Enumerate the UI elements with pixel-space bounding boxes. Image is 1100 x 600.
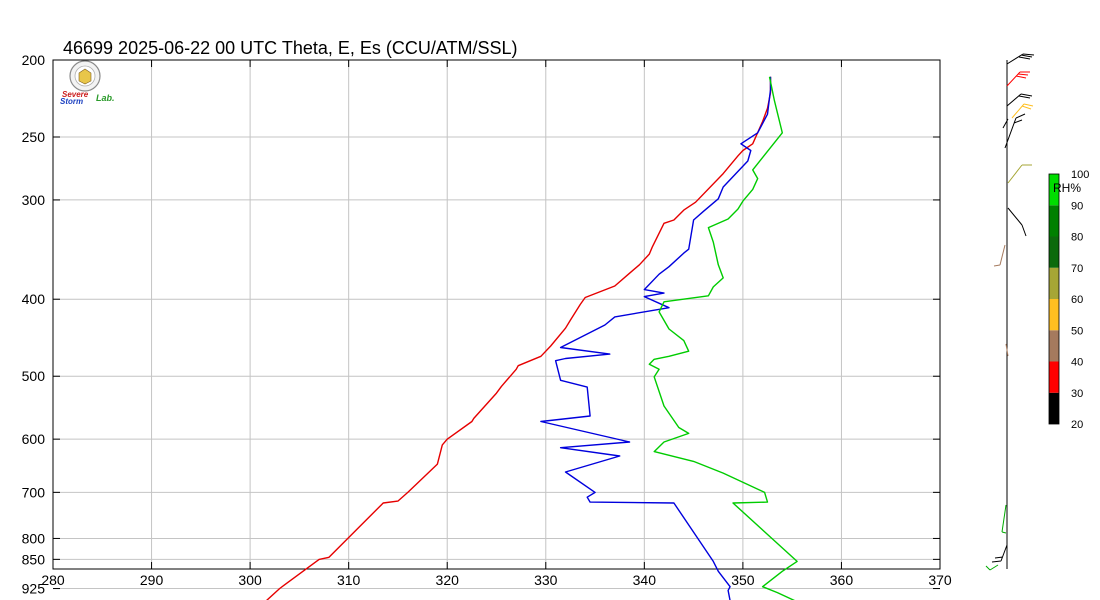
rh-colorbar-label: 20 (1071, 419, 1083, 431)
rh-colorbar-label: 60 (1071, 294, 1083, 306)
x-tick-label: 350 (731, 572, 755, 588)
wind-barb (1006, 93, 1033, 107)
plot-frame (52, 59, 941, 570)
x-tick-label: 300 (238, 572, 262, 588)
x-tick-label: 360 (830, 572, 854, 588)
series-line-0 (266, 76, 772, 600)
rh-colorbar-label: 80 (1071, 232, 1083, 244)
series-line-2 (648, 76, 798, 600)
wind-barb (991, 544, 1008, 563)
rh-colorbar-label: 100 (1071, 169, 1089, 181)
x-tick-label: 310 (337, 572, 361, 588)
x-tick-label: 320 (436, 572, 460, 588)
y-tick-label: 700 (22, 484, 46, 500)
chart-title: 46699 2025-06-22 00 UTC Theta, E, Es (CC… (63, 38, 518, 58)
rh-colorbar-label: 50 (1071, 325, 1083, 337)
rh-color-band (1049, 174, 1059, 206)
x-tick-label: 370 (928, 572, 952, 588)
rh-color-band (1049, 299, 1059, 331)
rh-color-band (1049, 236, 1059, 268)
grid-lines (52, 59, 941, 590)
y-tick-label: 250 (22, 129, 46, 145)
x-axis: 280 290 300 310 320 330 340 350 360 370 (41, 60, 952, 588)
series-line-1 (540, 76, 772, 600)
y-tick-label: 500 (22, 368, 46, 384)
y-tick-label: 200 (22, 52, 46, 68)
rh-color-band (1049, 267, 1059, 299)
x-tick-label: 340 (633, 572, 657, 588)
wind-barb (1007, 207, 1027, 237)
wind-barb (993, 244, 1006, 267)
x-tick-label: 330 (534, 572, 558, 588)
logo-text-storm: Storm (60, 97, 83, 106)
y-tick-label: 850 (22, 551, 46, 567)
rh-colorbar-label: 30 (1071, 388, 1083, 400)
y-tick-label: 800 (22, 530, 46, 546)
rh-color-band (1049, 392, 1059, 424)
wind-barb (1006, 71, 1030, 87)
rh-colorbar-label: 90 (1071, 200, 1083, 212)
wind-barb (1002, 113, 1026, 149)
y-tick-label: 400 (22, 291, 46, 307)
rh-colorbar-label: 70 (1071, 263, 1083, 275)
rh-color-band (1049, 205, 1059, 237)
ssl-logo: Severe Storm Lab. (60, 60, 115, 106)
wind-barb (1001, 504, 1007, 534)
wind-barb (1006, 53, 1035, 65)
y-tick-label: 600 (22, 431, 46, 447)
rh-color-band (1049, 330, 1059, 362)
wind-barb (985, 564, 999, 571)
rh-colorbar-label: 40 (1071, 357, 1083, 369)
logo-text-severe: Severe (62, 90, 89, 99)
logo-text-lab: Lab. (96, 93, 115, 103)
wind-barbs (985, 53, 1035, 571)
x-tick-label: 280 (41, 572, 65, 588)
wind-barb (1005, 343, 1009, 357)
rh-colorbar-title: RH% (1053, 181, 1081, 195)
rh-color-band (1049, 361, 1059, 393)
y-axis: 2002503004005006007008008509251000 (22, 52, 940, 597)
y-tick-label: 925 (22, 581, 46, 597)
y-tick-label: 300 (22, 192, 46, 208)
wind-barb (1007, 164, 1032, 184)
logo-emblem (78, 68, 92, 85)
series-lines (266, 76, 798, 600)
rh-colorbar-frame (1048, 173, 1060, 425)
wind-barb (1011, 103, 1034, 119)
x-tick-label: 290 (140, 572, 164, 588)
